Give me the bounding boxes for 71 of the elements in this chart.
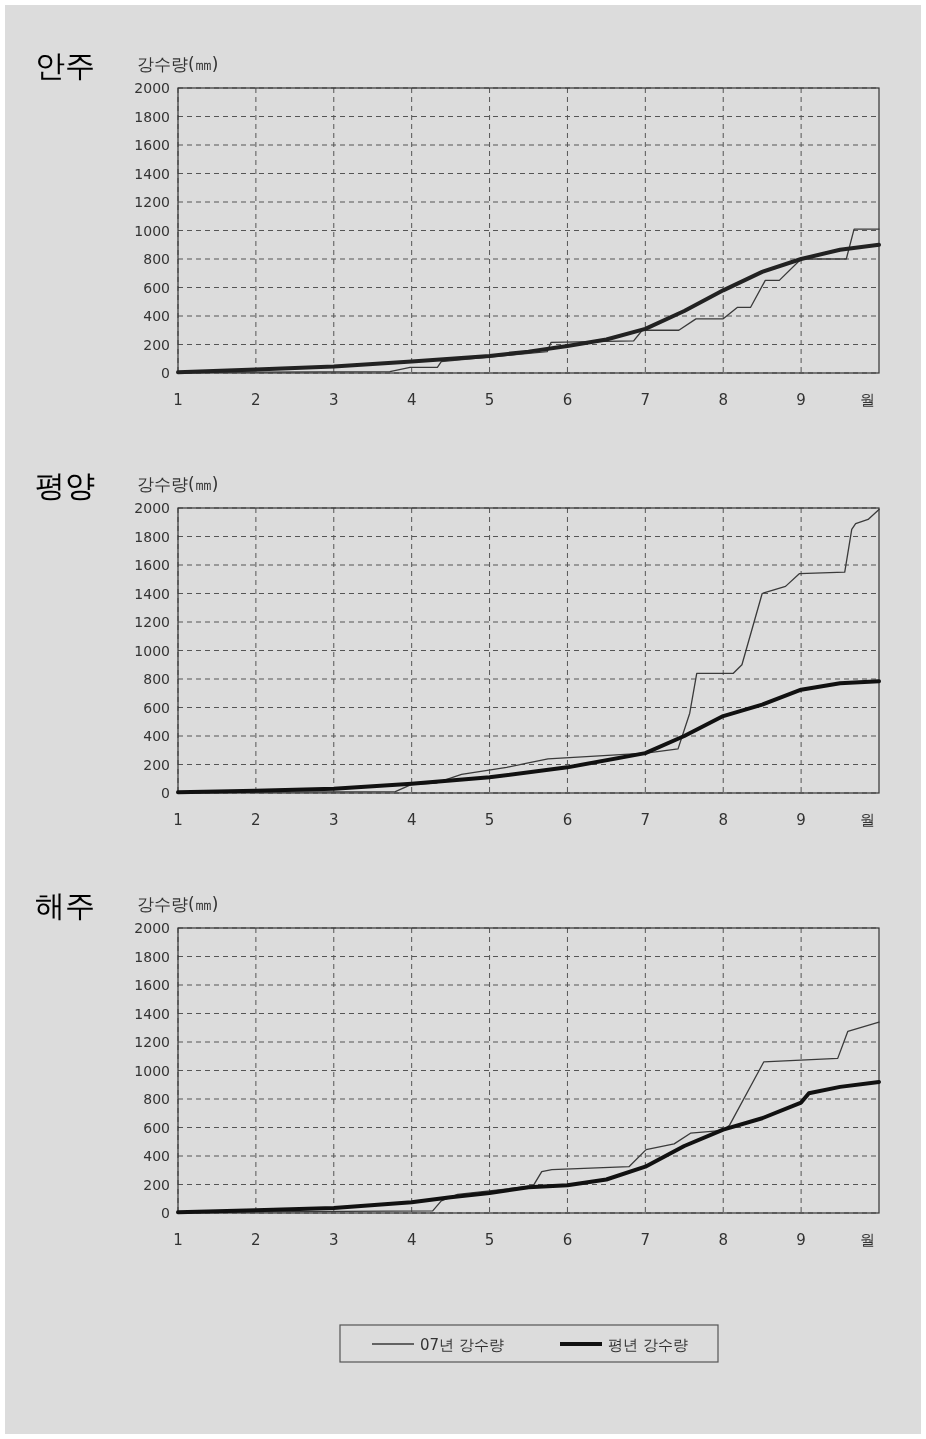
x-tick-label: 6: [562, 1231, 573, 1249]
x-tick-label: 2: [251, 1231, 261, 1249]
legend-label: 07년 강수량: [420, 1336, 504, 1354]
y-tick-label: 600: [143, 279, 170, 296]
y-axis-title: 강수량(㎜): [137, 474, 219, 494]
x-tick-label: 1: [173, 1231, 183, 1249]
y-tick-label: 1800: [134, 948, 170, 965]
x-tick-label: 9: [796, 811, 806, 829]
y-tick-label: 0: [161, 1205, 170, 1221]
x-tick-label: 8: [718, 1231, 728, 1249]
x-tick-label: 5: [484, 1231, 495, 1249]
x-tick-label: 4: [406, 1231, 417, 1249]
x-tick-label: 7: [640, 391, 651, 409]
x-tick-label: 5: [484, 811, 495, 829]
y-tick-label: 0: [161, 785, 170, 801]
x-axis-title: 월: [859, 1231, 875, 1249]
y-tick-label: 2000: [134, 500, 170, 516]
x-tick-label: 1: [173, 811, 183, 829]
y-tick-label: 2000: [134, 920, 170, 936]
y-tick-label: 1000: [134, 642, 170, 659]
x-tick-label: 7: [640, 811, 651, 829]
legend-label: 평년 강수량: [608, 1336, 688, 1354]
x-tick-label: 4: [406, 811, 417, 829]
x-tick-label: 6: [562, 811, 573, 829]
chart-title: 해주: [35, 888, 95, 923]
y-tick-label: 1200: [134, 614, 170, 630]
y-tick-label: 1400: [134, 585, 170, 602]
y-tick-label: 200: [143, 1176, 170, 1193]
x-tick-label: 3: [329, 811, 339, 829]
y-tick-label: 1800: [134, 108, 170, 125]
x-tick-label: 2: [251, 391, 261, 409]
x-tick-label: 1: [173, 391, 183, 409]
x-tick-label: 6: [562, 391, 573, 409]
y-tick-label: 400: [143, 1148, 170, 1164]
chart-title: 안주: [35, 48, 95, 83]
y-tick-label: 200: [143, 756, 170, 773]
y-tick-label: 2000: [134, 80, 170, 96]
y-tick-label: 1800: [134, 528, 170, 545]
x-axis-title: 월: [859, 811, 875, 829]
x-tick-label: 7: [640, 1231, 651, 1249]
y-tick-label: 800: [143, 251, 170, 267]
y-tick-label: 400: [143, 308, 170, 324]
y-tick-label: 600: [143, 1119, 170, 1136]
x-tick-label: 9: [796, 1231, 806, 1249]
x-axis-title: 월: [859, 391, 875, 409]
x-tick-label: 3: [329, 1231, 339, 1249]
x-tick-label: 8: [718, 391, 728, 409]
y-tick-label: 1200: [134, 1034, 170, 1050]
y-tick-label: 1400: [134, 1005, 170, 1022]
y-tick-label: 400: [143, 728, 170, 744]
x-tick-label: 3: [329, 391, 339, 409]
y-tick-label: 1400: [134, 165, 170, 182]
x-tick-label: 4: [406, 391, 417, 409]
y-tick-label: 800: [143, 1091, 170, 1107]
y-axis-title: 강수량(㎜): [137, 54, 219, 74]
y-tick-label: 600: [143, 699, 170, 716]
y-tick-label: 1600: [134, 977, 170, 993]
y-tick-label: 800: [143, 671, 170, 687]
y-tick-label: 1000: [134, 1062, 170, 1079]
x-tick-label: 8: [718, 811, 728, 829]
y-tick-label: 0: [161, 365, 170, 381]
x-tick-label: 9: [796, 391, 806, 409]
chart-title: 평양: [35, 468, 95, 503]
x-tick-label: 5: [484, 391, 495, 409]
y-tick-label: 1600: [134, 557, 170, 573]
y-tick-label: 1000: [134, 222, 170, 239]
y-tick-label: 1600: [134, 137, 170, 153]
x-tick-label: 2: [251, 811, 261, 829]
y-axis-title: 강수량(㎜): [137, 894, 219, 914]
y-tick-label: 1200: [134, 194, 170, 210]
y-tick-label: 200: [143, 336, 170, 353]
